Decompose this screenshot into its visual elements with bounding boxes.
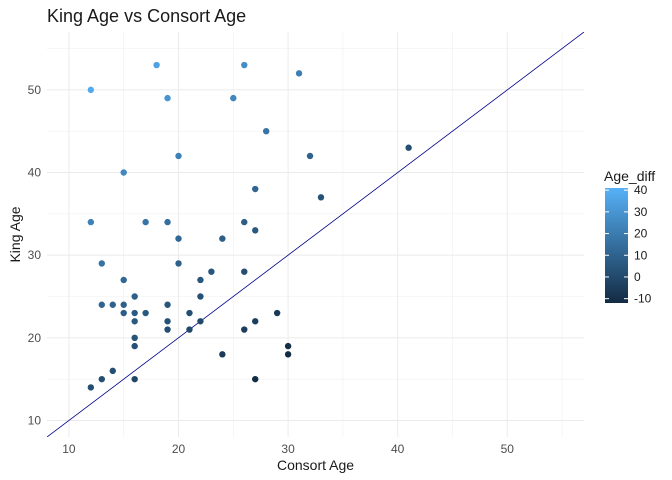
data-point [98,301,105,308]
data-point [109,301,116,308]
data-point [252,185,259,193]
data-point [284,342,292,350]
legend-tick-label: 10 [634,248,648,262]
x-tick-label: 50 [501,442,515,456]
data-point [252,375,259,383]
data-point [164,94,171,102]
data-point [120,301,127,308]
x-axis-ticks: 10 20 30 40 50 [62,442,514,456]
data-point [98,375,105,383]
data-point [164,318,171,325]
data-point [175,152,182,160]
data-point [131,318,138,325]
data-point [197,276,204,284]
data-point [241,218,248,226]
data-point [164,326,171,333]
legend-tick-label: 20 [634,227,648,241]
data-point [186,326,193,333]
data-point [241,268,248,275]
y-tick-label: 30 [28,248,42,262]
reference-line [47,32,584,437]
data-point [252,318,259,325]
legend-ticks: 40 30 20 10 0 -10 [605,183,652,306]
data-point [273,309,281,317]
data-point [186,309,193,317]
data-point [175,260,182,267]
data-point [131,309,138,317]
data-point [164,218,171,226]
chart-title: King Age vs Consort Age [47,6,246,26]
y-axis-ticks: 10 20 30 40 50 [28,83,42,428]
legend: Age_diff 40 30 20 10 0 -10 [604,168,655,306]
data-point [241,61,248,69]
data-point [197,293,204,300]
y-axis-title: King Age [7,206,23,262]
y-tick-label: 20 [28,331,42,345]
legend-tick-label: 0 [634,270,641,284]
data-point [142,309,149,317]
data-point [87,218,95,226]
x-tick-label: 40 [391,442,405,456]
data-point [109,367,116,375]
data-point [142,218,149,226]
data-point [175,235,182,242]
x-tick-label: 10 [62,442,76,456]
data-points [87,61,412,391]
major-gridlines [47,32,584,437]
legend-title: Age_diff [604,168,655,184]
y-tick-label: 10 [28,413,42,427]
legend-tick-label: 30 [634,205,648,219]
data-point [317,194,325,201]
data-point [262,127,270,135]
data-point [120,309,127,317]
data-point [131,342,138,350]
data-point [153,61,160,69]
data-point [208,268,215,275]
data-point [120,276,127,284]
data-point [219,351,226,358]
data-point [219,235,226,242]
data-point [87,384,95,391]
data-point [131,334,138,342]
legend-colorbar [605,188,628,303]
data-point [295,70,303,77]
data-point [241,326,248,333]
data-point [131,293,138,300]
data-point [120,169,127,176]
legend-tick-label: 40 [634,183,648,197]
data-point [197,318,204,325]
data-point [306,152,314,160]
data-point [405,144,412,151]
data-point [164,301,171,308]
data-point [87,86,95,94]
data-point [284,351,292,358]
x-axis-title: Consort Age [277,457,354,473]
data-point [230,94,237,102]
x-tick-label: 20 [172,442,186,456]
data-point [98,260,105,267]
legend-tick-label: -10 [634,292,652,306]
data-point [252,227,259,234]
x-tick-label: 30 [281,442,295,456]
y-tick-label: 40 [28,166,42,180]
data-point [131,375,138,383]
y-tick-label: 50 [28,83,42,97]
